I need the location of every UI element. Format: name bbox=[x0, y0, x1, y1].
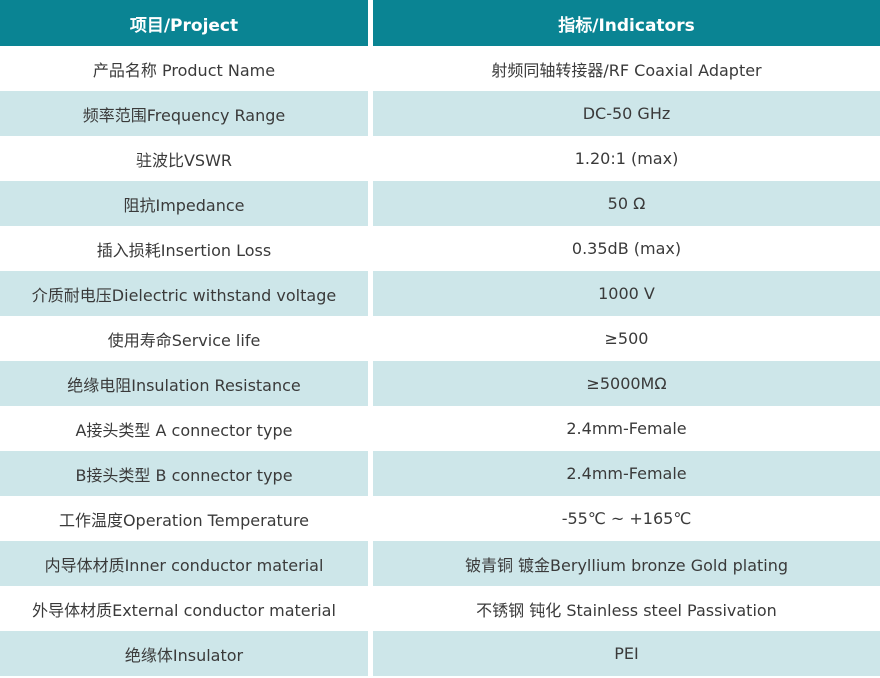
column-header-project: 项目/Project bbox=[0, 0, 368, 46]
project-cell: 绝缘电阻Insulation Resistance bbox=[0, 361, 368, 406]
indicator-cell: ≥500 bbox=[373, 316, 880, 361]
project-cell: 内导体材质Inner conductor material bbox=[0, 541, 368, 586]
table-row: 绝缘体Insulator PEI bbox=[0, 631, 880, 676]
table-row: 驻波比VSWR 1.20:1 (max) bbox=[0, 136, 880, 181]
project-cell: 插入损耗Insertion Loss bbox=[0, 226, 368, 271]
table-row: A接头类型 A connector type 2.4mm-Female bbox=[0, 406, 880, 451]
indicator-cell: 1000 V bbox=[373, 271, 880, 316]
table-row: 工作温度Operation Temperature -55℃ ~ +165℃ bbox=[0, 496, 880, 541]
indicator-cell: 2.4mm-Female bbox=[373, 451, 880, 496]
indicator-cell: 不锈钢 钝化 Stainless steel Passivation bbox=[373, 586, 880, 631]
indicator-cell: 2.4mm-Female bbox=[373, 406, 880, 451]
project-cell: 使用寿命Service life bbox=[0, 316, 368, 361]
table-row: 内导体材质Inner conductor material 铍青铜 镀金Bery… bbox=[0, 541, 880, 586]
project-cell: 工作温度Operation Temperature bbox=[0, 496, 368, 541]
project-cell: 外导体材质External conductor material bbox=[0, 586, 368, 631]
indicator-cell: PEI bbox=[373, 631, 880, 676]
indicator-cell: -55℃ ~ +165℃ bbox=[373, 496, 880, 541]
table-row: 介质耐电压Dielectric withstand voltage 1000 V bbox=[0, 271, 880, 316]
table-row: 阻抗Impedance 50 Ω bbox=[0, 181, 880, 226]
project-cell: A接头类型 A connector type bbox=[0, 406, 368, 451]
project-cell: 阻抗Impedance bbox=[0, 181, 368, 226]
indicator-cell: 射频同轴转接器/RF Coaxial Adapter bbox=[373, 46, 880, 91]
table-row: 外导体材质External conductor material 不锈钢 钝化 … bbox=[0, 586, 880, 631]
project-cell: 驻波比VSWR bbox=[0, 136, 368, 181]
project-cell: 绝缘体Insulator bbox=[0, 631, 368, 676]
table-row: 绝缘电阻Insulation Resistance ≥5000MΩ bbox=[0, 361, 880, 406]
project-cell: B接头类型 B connector type bbox=[0, 451, 368, 496]
indicator-cell: 1.20:1 (max) bbox=[373, 136, 880, 181]
project-cell: 介质耐电压Dielectric withstand voltage bbox=[0, 271, 368, 316]
table-row: B接头类型 B connector type 2.4mm-Female bbox=[0, 451, 880, 496]
indicator-cell: 0.35dB (max) bbox=[373, 226, 880, 271]
indicator-cell: ≥5000MΩ bbox=[373, 361, 880, 406]
project-cell: 产品名称 Product Name bbox=[0, 46, 368, 91]
table-header-row: 项目/Project 指标/Indicators bbox=[0, 0, 880, 46]
table-row: 产品名称 Product Name 射频同轴转接器/RF Coaxial Ada… bbox=[0, 46, 880, 91]
indicator-cell: 50 Ω bbox=[373, 181, 880, 226]
table-body: 产品名称 Product Name 射频同轴转接器/RF Coaxial Ada… bbox=[0, 46, 880, 676]
indicator-cell: DC-50 GHz bbox=[373, 91, 880, 136]
table-row: 使用寿命Service life ≥500 bbox=[0, 316, 880, 361]
indicator-cell: 铍青铜 镀金Beryllium bronze Gold plating bbox=[373, 541, 880, 586]
table-row: 频率范围Frequency Range DC-50 GHz bbox=[0, 91, 880, 136]
table-row: 插入损耗Insertion Loss 0.35dB (max) bbox=[0, 226, 880, 271]
column-header-indicators: 指标/Indicators bbox=[373, 0, 880, 46]
project-cell: 频率范围Frequency Range bbox=[0, 91, 368, 136]
